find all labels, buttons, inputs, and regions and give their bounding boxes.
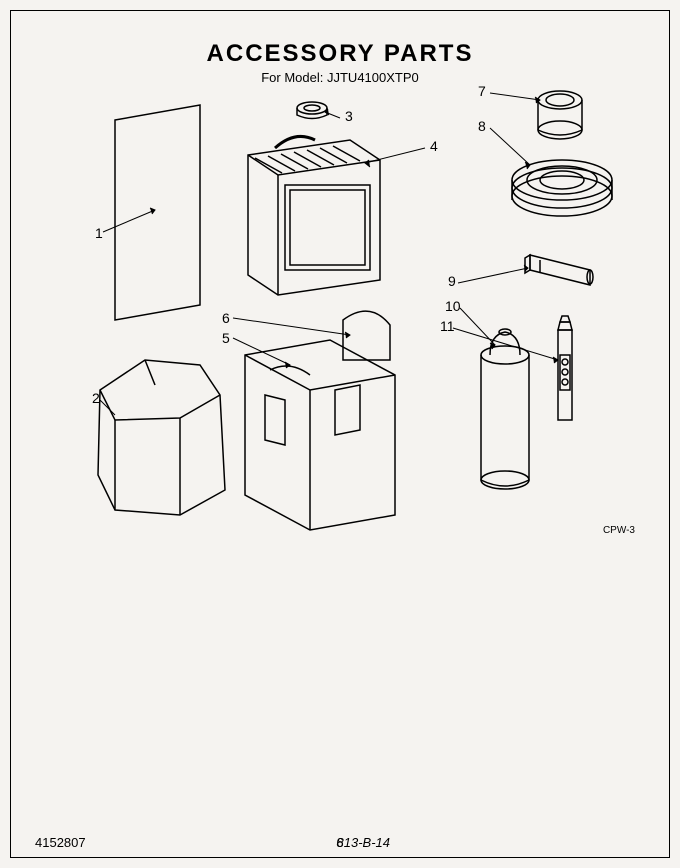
part-3-cap: [297, 102, 327, 119]
callout-11: 11: [440, 318, 455, 334]
callout-9: 9: [448, 273, 456, 289]
part-2-bag: [98, 360, 225, 515]
leader-lines: [100, 93, 558, 415]
callout-10: 10: [445, 298, 461, 314]
part-9-tube: [525, 255, 593, 285]
part-4-container: [248, 136, 380, 295]
callout-1: 1: [95, 225, 103, 241]
part-1-panel: [115, 105, 200, 320]
footer-date-code: 813-B-14: [337, 835, 390, 850]
callout-6: 6: [222, 310, 230, 326]
callout-2: 2: [92, 390, 100, 406]
part-11-marker: [558, 316, 572, 420]
callout-4: 4: [430, 138, 438, 154]
part-7-cylinder: [538, 91, 582, 139]
parts-diagram: [0, 0, 680, 868]
part-5-6-box: [245, 311, 395, 530]
callout-8: 8: [478, 118, 486, 134]
drawing-code: CPW-3: [603, 525, 635, 536]
page-container: ACCESSORY PARTS For Model: JJTU4100XTP0: [0, 0, 680, 868]
callout-5: 5: [222, 330, 230, 346]
callout-3: 3: [345, 108, 353, 124]
part-10-spray-can: [481, 329, 529, 489]
footer-part-number: 4152807: [35, 835, 86, 850]
callout-7: 7: [478, 83, 486, 99]
